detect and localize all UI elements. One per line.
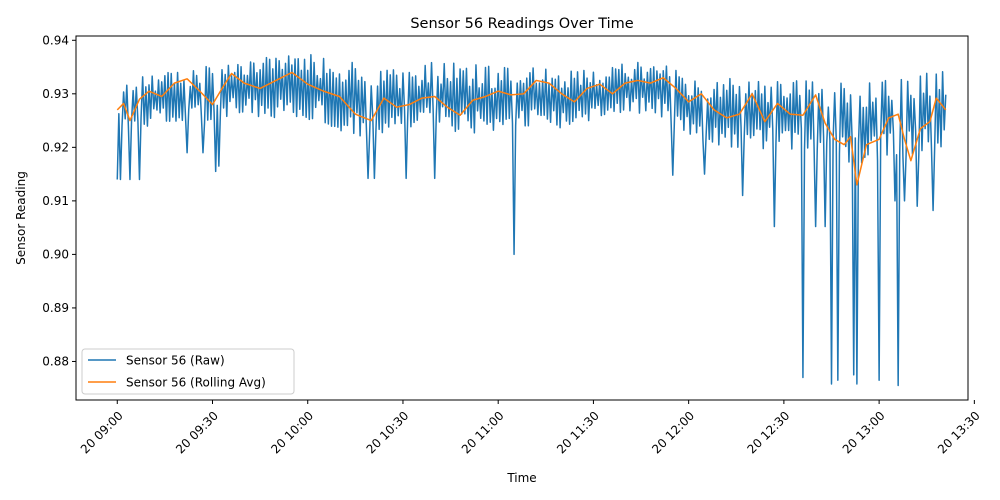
chart-title: Sensor 56 Readings Over Time <box>410 16 633 32</box>
y-tick-label: 0.93 <box>42 87 69 101</box>
y-axis-title: Sensor Reading <box>14 171 28 265</box>
plot-area <box>75 35 969 401</box>
legend-label-raw: Sensor 56 (Raw) <box>126 354 225 368</box>
y-tick-label: 0.89 <box>42 301 69 315</box>
y-tick-label: 0.90 <box>42 247 69 261</box>
plot-frame <box>75 35 969 401</box>
x-axis-title: Time <box>506 471 536 485</box>
legend-box <box>81 348 295 395</box>
y-tick-label: 0.92 <box>42 140 69 154</box>
series-line-rolling-avg <box>116 71 947 186</box>
y-tick-label: 0.91 <box>42 194 69 208</box>
legend-label-rolling-avg: Sensor 56 (Rolling Avg) <box>126 376 266 390</box>
legend: Sensor 56 (Raw) Sensor 56 (Rolling Avg) <box>81 348 295 395</box>
series-line-raw <box>116 53 947 387</box>
y-tick-label: 0.88 <box>42 354 69 368</box>
y-tick-label: 0.94 <box>42 33 69 47</box>
y-axis: 0.88 0.89 0.90 0.91 0.92 0.93 0.94 <box>42 33 76 368</box>
series-layer <box>116 53 947 387</box>
